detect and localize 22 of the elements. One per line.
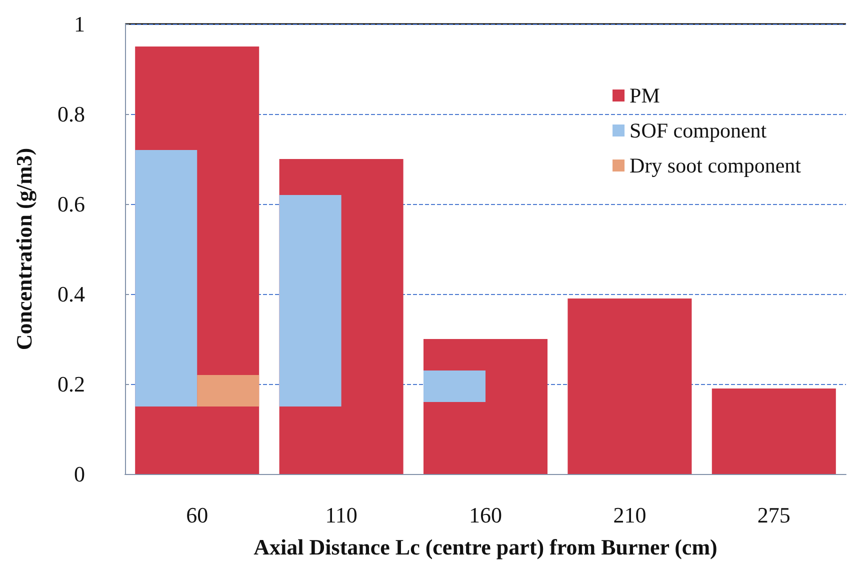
y-tick-label: 0.4 (58, 282, 85, 306)
bar (712, 388, 836, 474)
legend-label: PM (630, 84, 660, 108)
y-tick-label: 0.8 (58, 102, 85, 126)
bar (423, 370, 486, 402)
x-tick-label: 210 (613, 502, 646, 528)
y-tick-label: 0.2 (58, 372, 85, 396)
x-axis-title: Axial Distance Lc (centre part) from Burner (cm) (254, 534, 718, 560)
legend-label: SOF component (630, 118, 767, 142)
bar (568, 298, 692, 474)
y-tick-label: 1 (74, 12, 85, 36)
bar (197, 375, 260, 406)
legend-label: Dry soot component (630, 154, 802, 178)
x-tick-label: 110 (325, 502, 358, 528)
bar (135, 150, 198, 406)
y-axis-title: Concentration (g/m3) (12, 148, 36, 350)
bar (279, 195, 342, 406)
x-tick-label: 160 (469, 502, 502, 528)
y-tick-label: 0.6 (58, 192, 85, 216)
y-tick-label: 0 (74, 462, 85, 486)
x-tick-label: 60 (186, 502, 208, 528)
x-tick-label: 275 (757, 502, 790, 528)
